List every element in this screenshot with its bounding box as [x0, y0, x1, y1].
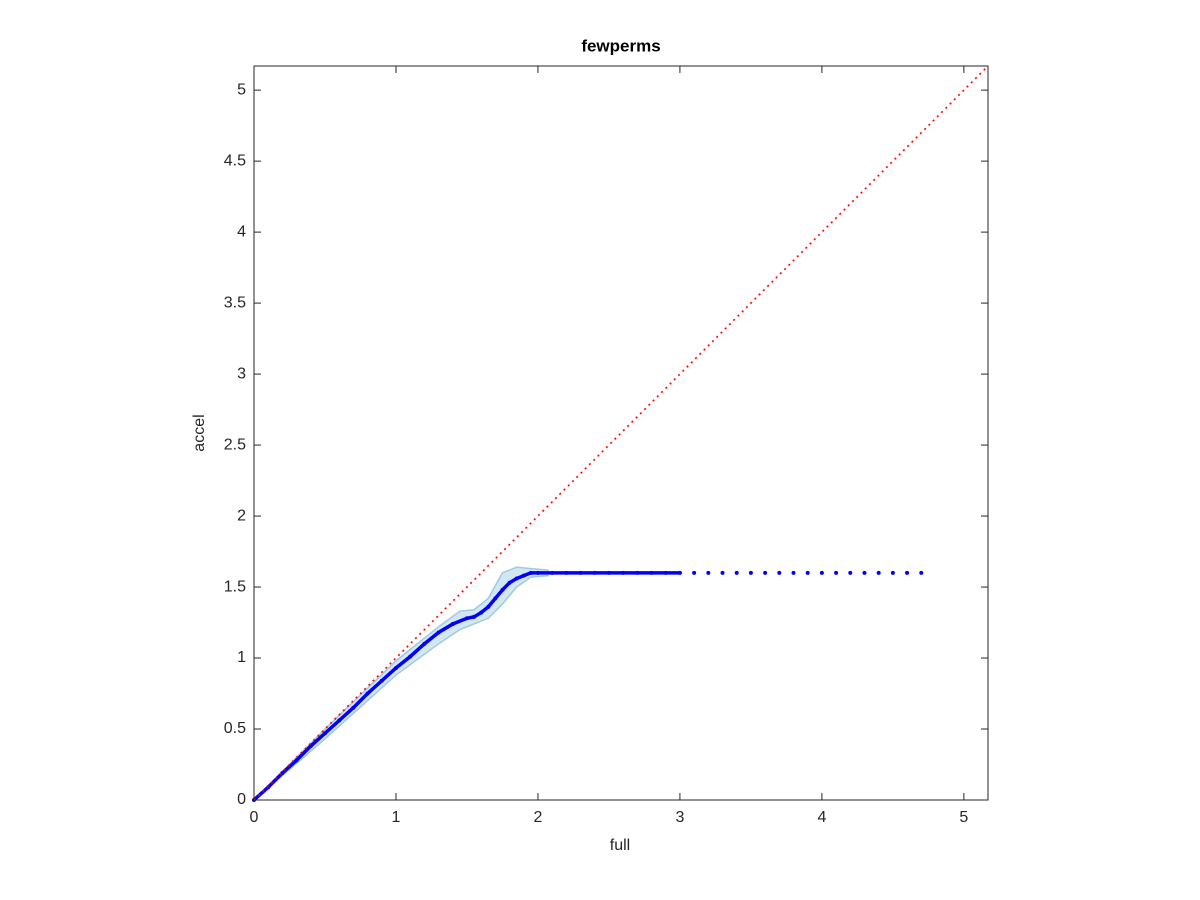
curve [252, 571, 680, 802]
y-tick-label: 2.5 [224, 436, 246, 453]
y-axis-label: accel [191, 414, 208, 451]
data-point [819, 570, 824, 575]
x-tick-label: 0 [250, 809, 259, 826]
data-point [890, 570, 895, 575]
data-point [919, 570, 924, 575]
y-tick-label: 3 [237, 365, 246, 382]
data-point [862, 570, 867, 575]
data-point [763, 570, 768, 575]
data-point [777, 570, 782, 575]
y-tick-label: 1 [237, 649, 246, 666]
data-point [876, 570, 881, 575]
y-tick-label: 4 [237, 223, 246, 240]
axes-box [253, 65, 989, 801]
y-tick-label: 4.5 [224, 152, 246, 169]
data-point [848, 570, 853, 575]
y-tick-label: 5 [237, 81, 246, 98]
reference-line [253, 65, 989, 801]
x-axis-label: full [610, 837, 630, 854]
chart-title: fewperms [581, 36, 660, 55]
y-tick-label: 2 [237, 507, 246, 524]
data-point [734, 570, 739, 575]
y-tick-label: 1.5 [224, 578, 246, 595]
x-tick-label: 1 [392, 809, 401, 826]
data-point [692, 570, 697, 575]
x-tick-label: 2 [533, 809, 542, 826]
data-point [706, 570, 711, 575]
data-point [905, 570, 910, 575]
data-point [720, 570, 725, 575]
y-tick-label: 0.5 [224, 720, 246, 737]
data-point [834, 570, 839, 575]
data-point [805, 570, 810, 575]
data-point [748, 570, 753, 575]
x-tick-label: 4 [817, 809, 826, 826]
y-tick-label: 0 [237, 791, 246, 808]
x-tick-label: 3 [675, 809, 684, 826]
data-point [791, 570, 796, 575]
x-tick-label: 5 [959, 809, 968, 826]
y-tick-label: 3.5 [224, 294, 246, 311]
